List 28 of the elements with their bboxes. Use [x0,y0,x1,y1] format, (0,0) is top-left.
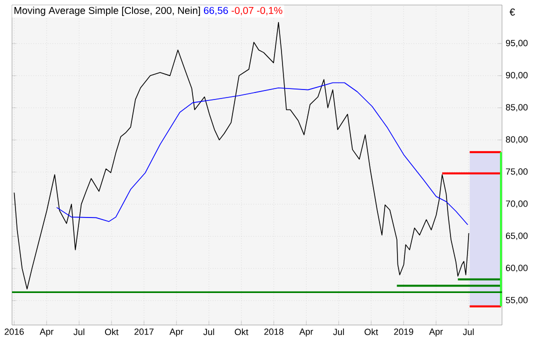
x-tick-label: 2018 [264,328,284,335]
x-tick-label: Apr [429,328,443,337]
x-tick-label: Okt [364,328,378,336]
y-tick-label: 60,00 [506,264,528,272]
annotation: 66,56 [204,6,228,16]
chart-title: Moving Average Simple [Close, 200, Nein] [14,6,200,16]
x-tick-label: 2019 [394,328,414,335]
x-tick-label: Jul [333,328,344,336]
y-tick-label: 80,00 [506,136,528,144]
y-tick-label: 65,00 [506,232,528,240]
y-tick-label: 90,00 [506,72,528,80]
x-tick-label: 2017 [134,328,154,335]
x-tick-label: Jul [74,328,84,336]
y-tick-label: 75,00 [506,168,528,176]
x-tick-label: Okt [105,328,118,336]
annotation: -0,07 -0,1% [232,6,282,16]
y-tick-label: 70,00 [506,200,528,208]
y-tick-label: 95,00 [506,40,528,48]
x-tick-label: Apr [170,328,184,337]
x-tick-label: Jul [462,328,474,336]
x-tick-label: 2016 [4,328,24,335]
x-tick-label: Apr [40,328,54,337]
x-tick-label: Okt [234,328,248,336]
x-tick-label: Jul [203,328,214,336]
y-tick-label: 85,00 [506,104,528,112]
x-tick-label: Apr [299,328,314,337]
y-axis-title: € [510,8,515,16]
y-tick-label: 55,00 [506,296,528,304]
